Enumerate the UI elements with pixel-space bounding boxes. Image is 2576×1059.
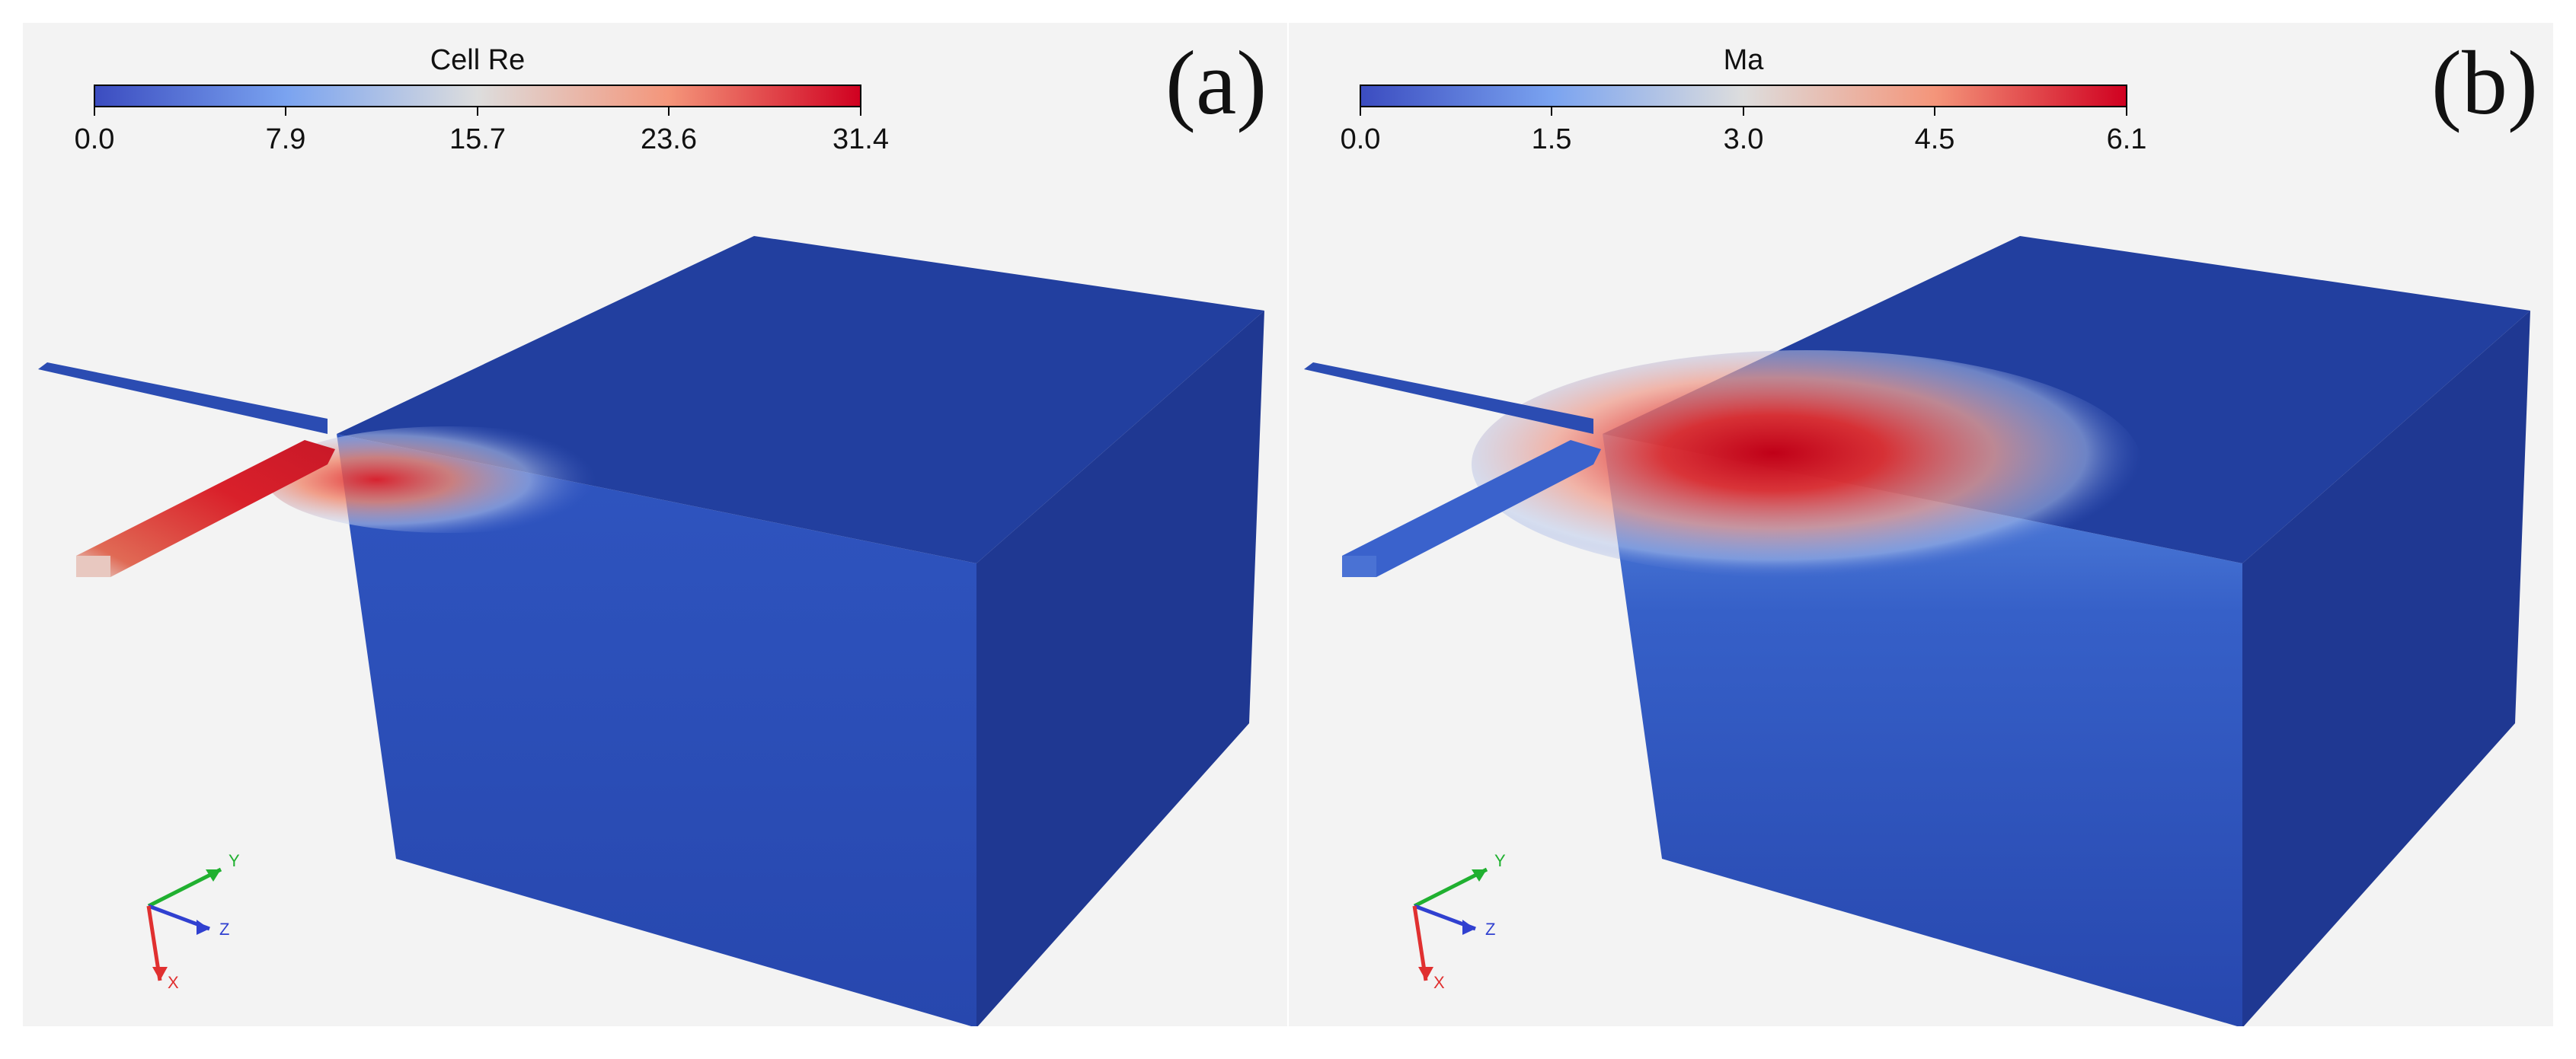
outlet-pipe-b [1342,440,1601,577]
panel-b: Ma 0.0 1.5 3.0 4.5 6.1 (b) Y Z X [1289,23,2553,1026]
panel-label-a: (a) [1165,32,1267,133]
axis-x-label: X [168,973,179,992]
colorbar-tick: 15.7 [449,123,506,155]
colorbar-tick: 23.6 [641,123,697,155]
render-a [38,85,1264,1026]
colorbar-b [1360,85,2127,107]
axis-y-label: Y [229,851,240,870]
colorbar-tick: 7.9 [265,123,306,155]
colorbar-tick: 4.5 [1914,123,1955,155]
colorbar-title-b: Ma [1723,44,1764,76]
colorbar-title-a: Cell Re [430,44,526,76]
flow-plume-a [267,426,632,533]
render-b [1304,85,2530,1026]
colorbar-a [94,85,861,107]
pipe-end-b [1342,556,1376,577]
inlet-pipe-a [38,362,328,434]
box-front-b [1603,434,2242,1026]
axis-y-label: Y [1494,851,1506,870]
box-side-a [976,311,1264,1026]
axis-z-label: Z [219,920,230,939]
colorbar-tick: 0.0 [1340,123,1381,155]
panel-a: Cell Re 0.0 7.9 15.7 23.6 31.4 (a) Y Z X [23,23,1287,1026]
panel-label-b: (b) [2431,32,2538,133]
box-front-a [337,434,976,1026]
axis-x-label: X [1433,973,1445,992]
colorbar-tick: 31.4 [833,123,889,155]
pipe-end-a [76,556,110,577]
colorbar-tick: 6.1 [2106,123,2147,155]
colorbar-tick: 3.0 [1723,123,1764,155]
colorbar-tick: 0.0 [74,123,115,155]
flow-plume-b [1472,350,2142,579]
outlet-pipe-a [76,440,335,577]
axis-z-label: Z [1485,920,1496,939]
box-top-a [337,236,1264,563]
colorbar-tick: 1.5 [1531,123,1572,155]
box-side-b [2242,311,2530,1026]
inlet-pipe-b [1304,362,1593,434]
